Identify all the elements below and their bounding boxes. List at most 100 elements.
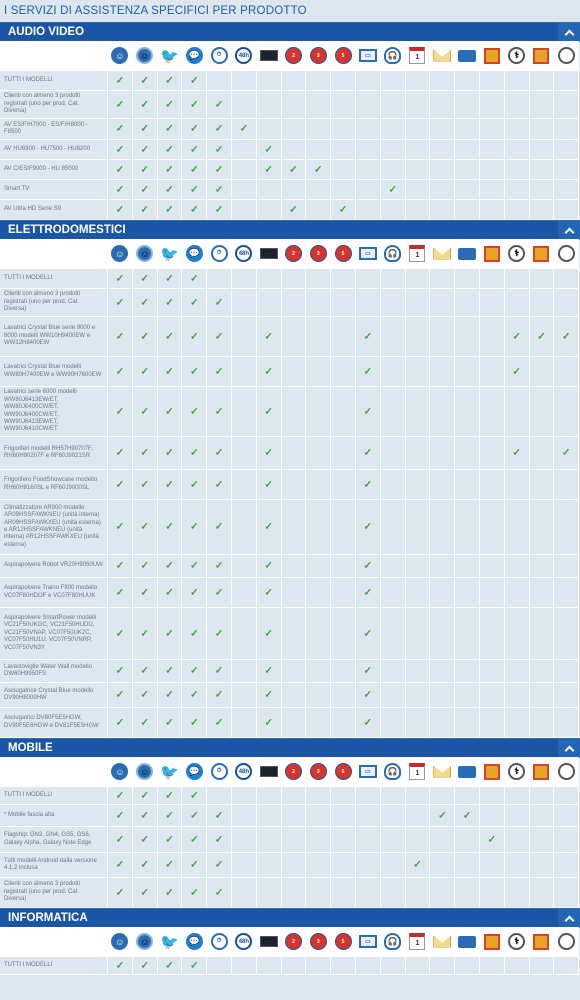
tv-screen-icon[interactable]: [259, 248, 278, 259]
headset-icon[interactable]: 🎧: [384, 763, 402, 780]
chat-agent-2-icon[interactable]: ☺: [136, 47, 154, 64]
clock-support-icon[interactable]: ⏱: [210, 245, 228, 262]
messenger-icon[interactable]: 💬: [185, 763, 203, 780]
delivery-truck-icon[interactable]: [458, 49, 477, 62]
5-anni-badge-icon[interactable]: 5: [334, 933, 352, 950]
2-anni-badge-icon[interactable]: 2: [284, 47, 302, 64]
5-anni-badge-icon[interactable]: 5: [334, 47, 352, 64]
clock-support-icon[interactable]: ⏱: [210, 763, 228, 780]
envelope-icon[interactable]: [433, 247, 452, 260]
extra-2-icon[interactable]: [557, 47, 575, 64]
collapse-chevron-icon[interactable]: [558, 23, 580, 42]
extra-1-icon[interactable]: [533, 245, 550, 262]
collapse-chevron-icon[interactable]: [558, 909, 580, 928]
collapse-chevron-icon[interactable]: [558, 221, 580, 240]
table-cell: [355, 119, 381, 140]
extra-2-icon[interactable]: [557, 933, 575, 950]
chat-agent-2-icon[interactable]: ☺: [136, 933, 154, 950]
3-anni-badge-icon[interactable]: 3: [309, 763, 327, 780]
calendar-1-icon[interactable]: 1: [409, 245, 426, 262]
icon-cell: 48h: [231, 41, 257, 71]
delivery-truck-icon[interactable]: [458, 765, 477, 778]
tv-screen-icon[interactable]: [259, 766, 278, 777]
2-anni-badge-icon[interactable]: 2: [284, 933, 302, 950]
table-cell: ✓: [108, 160, 133, 180]
3-anni-badge-icon[interactable]: 3: [309, 245, 327, 262]
extra-1-icon[interactable]: [533, 933, 550, 950]
chat-agent-icon[interactable]: ☺: [111, 47, 129, 64]
calendar-1-icon[interactable]: 1: [409, 933, 426, 950]
envelope-icon[interactable]: [433, 765, 452, 778]
extra-2-icon[interactable]: [557, 245, 575, 262]
twitter-icon[interactable]: 🐦: [160, 763, 179, 781]
gift-icon[interactable]: [483, 763, 500, 780]
tv-screen-icon[interactable]: [259, 50, 278, 61]
icon-cell: 💬: [182, 927, 208, 957]
twitter-icon[interactable]: 🐦: [160, 933, 179, 951]
chat-agent-2-icon[interactable]: ☺: [136, 245, 154, 262]
table-cell: ✓: [108, 683, 133, 708]
clock-support-icon[interactable]: ⏱: [210, 933, 228, 950]
headset-icon[interactable]: 🎧: [384, 245, 402, 262]
envelope-icon[interactable]: [433, 935, 452, 948]
doctor-icon[interactable]: ⚕: [508, 245, 526, 262]
table-cell: [380, 878, 406, 908]
row-label: Clienti con almeno 3 prodotti registrati…: [0, 878, 108, 908]
tv-screen-icon[interactable]: [259, 936, 278, 947]
table-cell: [380, 578, 406, 608]
remote-monitor-icon[interactable]: ▭: [358, 247, 377, 260]
gift-icon[interactable]: [483, 47, 500, 64]
table-cell: [455, 708, 480, 738]
48h-icon[interactable]: 48h: [235, 47, 253, 64]
check-icon: ✓: [264, 665, 273, 677]
doctor-icon[interactable]: ⚕: [508, 763, 526, 780]
extra-1-icon[interactable]: [533, 47, 550, 64]
messenger-icon[interactable]: 💬: [185, 245, 203, 262]
section-header[interactable]: MOBILE: [0, 738, 580, 758]
remote-monitor-icon[interactable]: ▭: [358, 49, 377, 62]
section-header[interactable]: INFORMATICA: [0, 908, 580, 928]
delivery-truck-icon[interactable]: [458, 935, 477, 948]
2-anni-badge-icon[interactable]: 2: [284, 245, 302, 262]
48h-icon[interactable]: 48h: [235, 245, 253, 262]
chat-agent-icon[interactable]: ☺: [111, 933, 129, 950]
calendar-1-icon[interactable]: 1: [409, 47, 426, 64]
doctor-icon[interactable]: ⚕: [508, 47, 526, 64]
chat-agent-icon[interactable]: ☺: [111, 245, 129, 262]
messenger-icon[interactable]: 💬: [185, 47, 203, 64]
doctor-icon[interactable]: ⚕: [508, 933, 526, 950]
extra-2-icon[interactable]: [557, 763, 575, 780]
check-icon: ✓: [264, 406, 273, 417]
headset-icon[interactable]: 🎧: [384, 933, 402, 950]
messenger-icon[interactable]: 💬: [185, 933, 203, 950]
table-cell: [281, 660, 307, 683]
3-anni-badge-icon[interactable]: 3: [309, 933, 327, 950]
table-cell: ✓: [132, 957, 158, 975]
clock-support-icon[interactable]: ⏱: [210, 47, 228, 64]
remote-monitor-icon[interactable]: ▭: [358, 765, 377, 778]
calendar-1-icon[interactable]: 1: [409, 763, 426, 780]
48h-icon[interactable]: 48h: [235, 933, 253, 950]
table-cell: [504, 805, 530, 827]
table-cell: [231, 957, 257, 975]
chat-agent-icon[interactable]: ☺: [111, 763, 129, 780]
section-header[interactable]: AUDIO VIDEO: [0, 22, 580, 42]
5-anni-badge-icon[interactable]: 5: [334, 245, 352, 262]
3-anni-badge-icon[interactable]: 3: [309, 47, 327, 64]
twitter-icon[interactable]: 🐦: [160, 245, 179, 263]
gift-icon[interactable]: [483, 933, 500, 950]
collapse-chevron-icon[interactable]: [558, 739, 580, 758]
headset-icon[interactable]: 🎧: [384, 47, 402, 64]
delivery-truck-icon[interactable]: [458, 247, 477, 260]
section-header[interactable]: ELETTRODOMESTICI: [0, 220, 580, 240]
twitter-icon[interactable]: 🐦: [160, 47, 179, 65]
48h-icon[interactable]: 48h: [235, 763, 253, 780]
extra-1-icon[interactable]: [533, 763, 550, 780]
gift-icon[interactable]: [483, 245, 500, 262]
2-anni-badge-icon[interactable]: 2: [284, 763, 302, 780]
remote-monitor-icon[interactable]: ▭: [358, 935, 377, 948]
chat-agent-2-icon[interactable]: ☺: [136, 763, 154, 780]
icon-cell: 1: [405, 927, 431, 957]
5-anni-badge-icon[interactable]: 5: [334, 763, 352, 780]
envelope-icon[interactable]: [433, 49, 452, 62]
